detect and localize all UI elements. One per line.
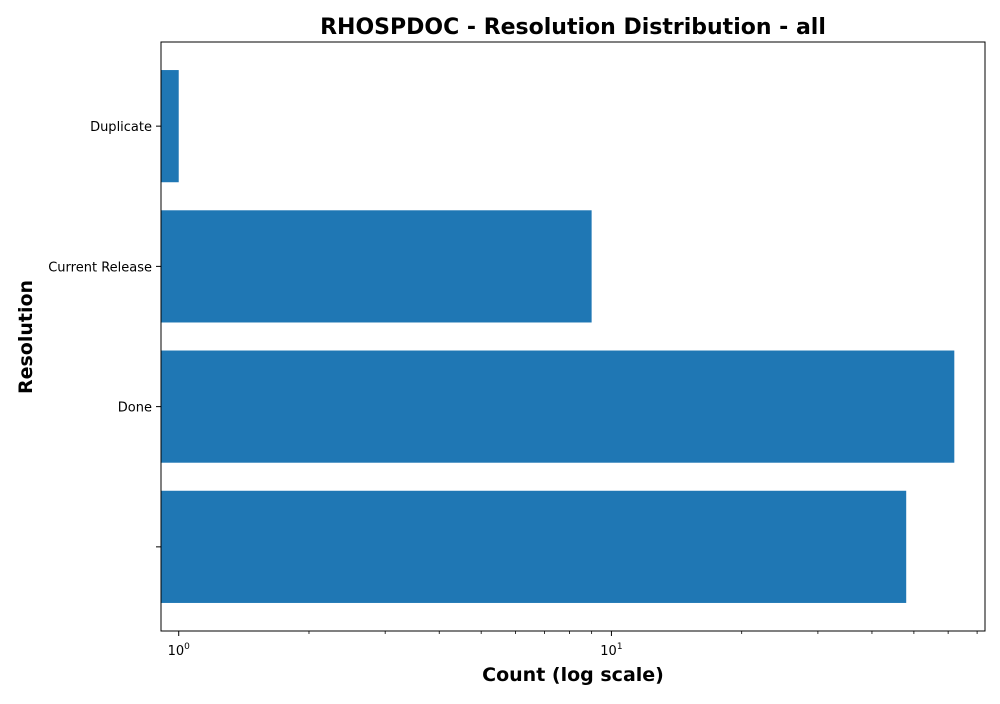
x-axis: 100 101 — [168, 631, 978, 659]
bar — [161, 210, 592, 323]
bar — [161, 490, 907, 603]
y-axis-label: Resolution — [15, 280, 37, 394]
bars-layer — [161, 70, 955, 603]
x-tick-label: 100 — [168, 642, 191, 659]
y-tick-label: Done — [118, 401, 152, 416]
chart-title: RHOSPDOC - Resolution Distribution - all — [320, 15, 826, 40]
y-axis: Duplicate Current Release Done — [48, 120, 161, 548]
y-tick-label: Duplicate — [90, 120, 152, 135]
x-tick-label: 101 — [600, 642, 622, 659]
bar — [161, 350, 955, 463]
y-tick-label: Current Release — [48, 260, 152, 275]
x-axis-label: Count (log scale) — [482, 664, 664, 686]
bar — [161, 70, 179, 183]
plot-frame — [160, 41, 986, 632]
